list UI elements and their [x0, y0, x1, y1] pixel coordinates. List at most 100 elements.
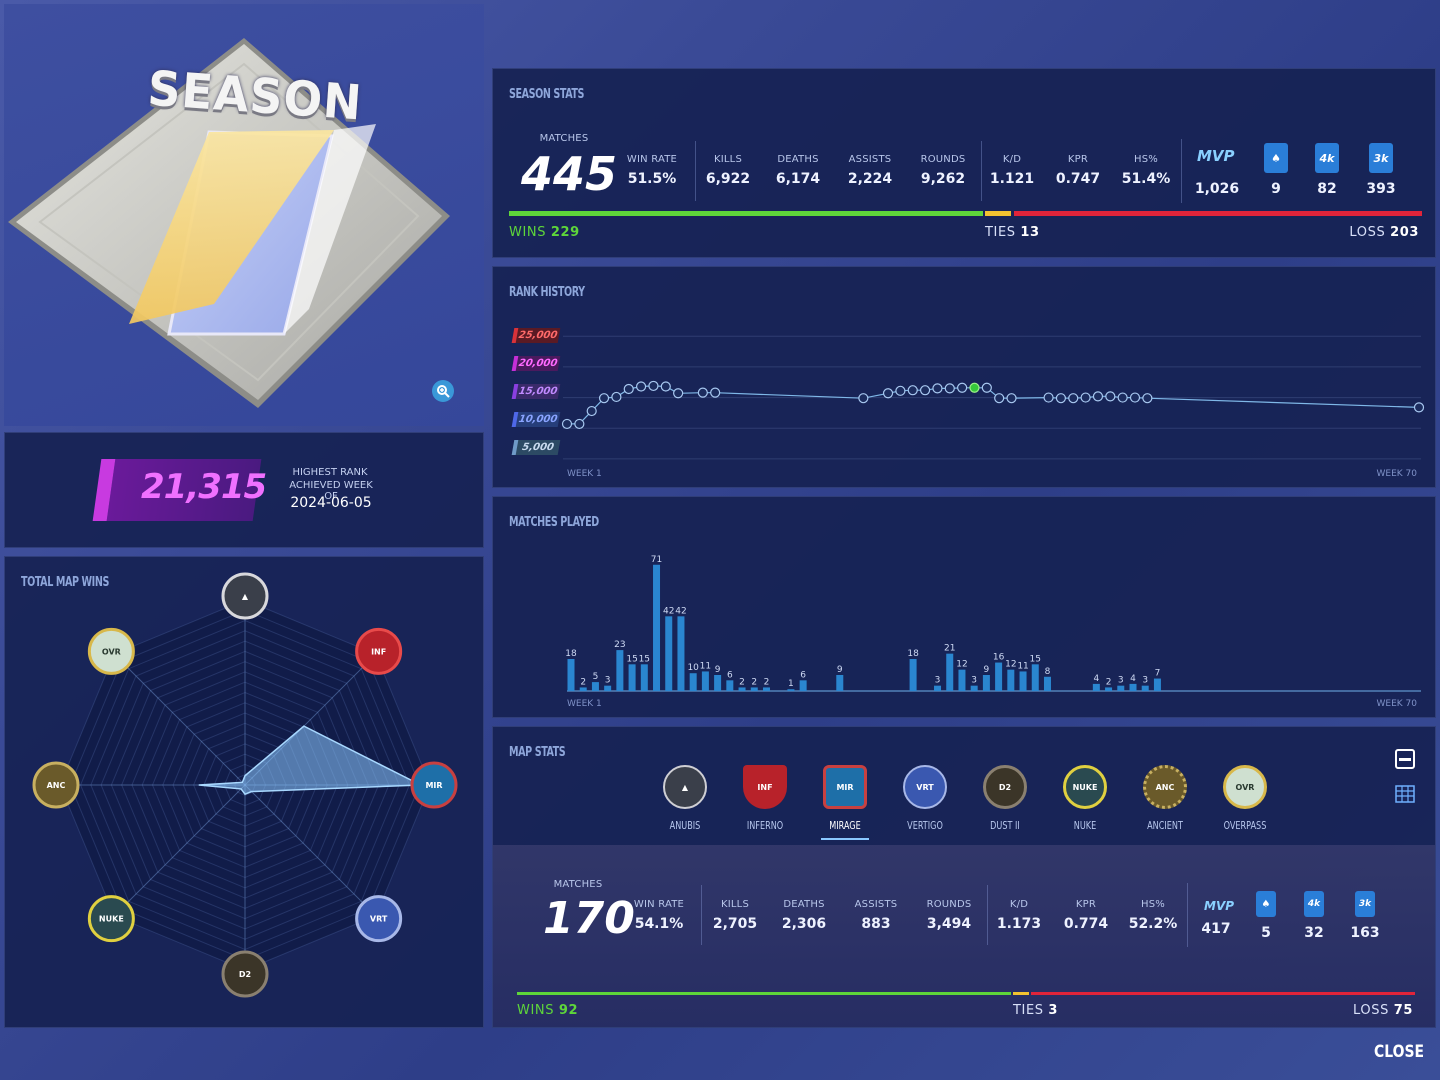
4k-value: 82	[1317, 181, 1337, 197]
bar	[567, 658, 575, 691]
inferno-icon: INF	[355, 627, 403, 675]
rank-point	[1006, 393, 1017, 404]
rank-point	[895, 385, 906, 396]
3k-value: 393	[1366, 181, 1396, 197]
map-wins-text: WINS 92	[517, 1003, 579, 1018]
map-emblem-label: ANC	[47, 781, 66, 790]
achieved-week-label: ACHIEVED WEEK OF	[289, 480, 373, 502]
bar-value-label: 6	[800, 670, 806, 680]
bar-value-label: 2	[764, 677, 770, 687]
bar	[750, 687, 758, 691]
nuke-icon: NUKE	[87, 895, 135, 943]
bar	[1129, 683, 1137, 691]
bar	[640, 664, 648, 691]
anubis-icon: ▲	[663, 765, 707, 809]
matches-x-end: WEEK 70	[1376, 699, 1418, 709]
loss-bar	[1014, 211, 1422, 216]
bar	[616, 650, 624, 691]
bar	[677, 616, 685, 691]
rank-point	[673, 388, 684, 399]
mvp-value: 1,026	[1194, 181, 1240, 197]
bar-value-label: 15	[639, 654, 650, 664]
map-stat-assists: ASSISTS 883	[854, 899, 898, 932]
radar-value-area	[198, 725, 422, 796]
map-tab-anubis[interactable]: ▲ ANUBIS	[650, 765, 720, 832]
bar-value-label: 9	[837, 665, 843, 675]
single-view-button[interactable]	[1395, 749, 1415, 769]
season-stats-title: SEASON STATS	[509, 87, 585, 102]
bar-value-label: 9	[984, 665, 990, 675]
map-ace-icon: ♠	[1256, 891, 1276, 917]
rank-point	[957, 382, 968, 393]
map-stats-title: MAP STATS	[509, 745, 566, 760]
bar	[714, 674, 722, 691]
radar-ring	[100, 640, 390, 930]
rank-x-start: WEEK 1	[567, 469, 602, 479]
rank-point	[969, 382, 980, 393]
map-emblem-label: INF	[371, 647, 386, 656]
bar-value-label: 12	[1005, 660, 1016, 670]
bar-value-label: 2	[739, 677, 745, 687]
zoom-button[interactable]	[432, 380, 454, 402]
rank-point	[1129, 392, 1141, 403]
bar-value-label: 9	[715, 665, 721, 675]
map-tab-nuke[interactable]: NUKE NUKE	[1050, 765, 1120, 832]
rank-point	[598, 393, 610, 404]
radar-ring	[90, 630, 400, 940]
rank-panel: 21,315 HIGHEST RANK ACHIEVED WEEK OF 202…	[4, 432, 484, 548]
rank-point	[858, 393, 869, 404]
map-3k-icon: 3k	[1355, 891, 1375, 917]
divider	[987, 885, 988, 945]
map-tab-vertigo[interactable]: VRT VERTIGO	[890, 765, 960, 832]
map-mvp-icon: MVP	[1204, 899, 1235, 913]
map-tie-bar	[1013, 992, 1029, 995]
ace-value: 9	[1271, 181, 1281, 197]
inferno-icon: INF	[743, 765, 787, 809]
bar	[1007, 669, 1015, 691]
bar-value-label: 3	[605, 676, 611, 686]
bar	[1153, 678, 1161, 691]
grid-view-button[interactable]	[1395, 785, 1415, 803]
wins-text: WINS 229	[509, 225, 580, 240]
bar	[934, 685, 942, 691]
map-tab-mirage[interactable]: MIR MIRAGE	[810, 765, 880, 840]
rank-point	[697, 387, 708, 398]
bar	[958, 669, 966, 691]
map-emblem-label: D2	[239, 970, 251, 979]
bar	[628, 664, 636, 691]
close-button[interactable]: CLOSE	[1373, 1042, 1424, 1062]
rank-point	[994, 393, 1005, 404]
bar-value-label: 2	[1106, 677, 1112, 687]
bar-value-label: 6	[727, 670, 733, 680]
bar-value-label: 15	[626, 654, 637, 664]
divider	[1181, 139, 1182, 203]
map-3k-value: 163	[1350, 925, 1380, 941]
dust2-icon: D2	[221, 950, 269, 998]
bar	[604, 685, 612, 691]
map-emblem-label: MIR	[425, 781, 442, 790]
rank-point	[635, 381, 647, 392]
bar-value-label: 3	[1142, 676, 1148, 686]
matches-played-title: MATCHES PLAYED	[509, 515, 599, 530]
bar-value-label: 1	[788, 679, 794, 689]
map-emblem	[355, 627, 403, 675]
bar-value-label: 42	[663, 606, 674, 616]
rank-point	[561, 418, 573, 430]
rank-point	[907, 385, 918, 396]
map-matches-value: 170	[543, 893, 635, 944]
map-tab-ancient[interactable]: ANC ANCIENT	[1130, 765, 1200, 832]
bar-value-label: 4	[1093, 674, 1099, 684]
rank-point	[1142, 393, 1153, 404]
bar	[579, 687, 587, 691]
season-badge-panel: SEASON	[4, 4, 484, 426]
bar	[1031, 664, 1039, 691]
map-tab-overpass[interactable]: OVR OVERPASS	[1210, 765, 1280, 832]
map-emblem	[221, 950, 269, 998]
rank-point	[574, 418, 585, 430]
bar	[836, 674, 844, 691]
map-ties-text: TIES 3	[1013, 1003, 1059, 1018]
ancient-icon: ANC	[32, 761, 80, 809]
map-tab-inferno[interactable]: INF INFERNO	[730, 765, 800, 832]
map-tab-dust2[interactable]: D2 DUST II	[970, 765, 1040, 832]
